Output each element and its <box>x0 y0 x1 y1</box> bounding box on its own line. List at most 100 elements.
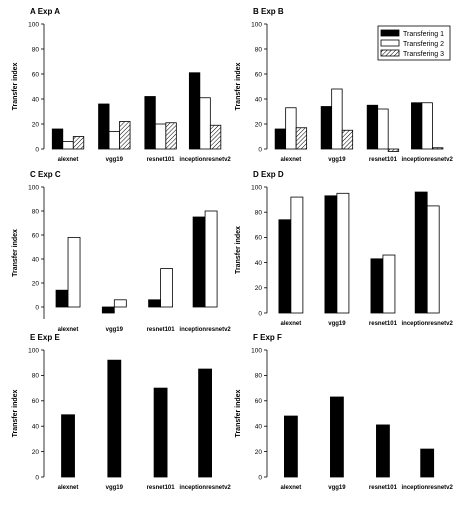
y-tick-label: 40 <box>255 96 263 103</box>
legend: Transfering 1 Transfering 2 Transfering 3 <box>377 25 451 61</box>
x-tick-label: inceptionresnetv2 <box>402 485 454 491</box>
bar-inceptionresnetv2-series-3 <box>209 124 222 150</box>
x-tick-label: alexnet <box>58 485 79 491</box>
legend-swatch <box>380 39 400 47</box>
bar-vgg19-series-2 <box>331 88 343 150</box>
x-tick-label: resnet101 <box>147 327 176 333</box>
bar-alexnet-series-3 <box>295 127 308 150</box>
x-tick-label: vgg19 <box>328 485 346 491</box>
y-tick-label: 80 <box>32 373 40 380</box>
y-tick-label: 40 <box>32 256 40 263</box>
bar-vgg19-series-2 <box>113 299 127 308</box>
x-tick-label: inceptionresnetv2 <box>402 321 454 327</box>
bar-resnet101-series-2 <box>154 123 167 150</box>
bar-inceptionresnetv2-series-1 <box>420 448 435 478</box>
y-axis-label: Transfer index <box>12 62 19 110</box>
bar-inceptionresnetv2-series-2 <box>199 97 211 150</box>
panel-title: A Exp A <box>30 7 60 16</box>
y-tick-label: 20 <box>32 121 40 128</box>
bar-resnet101-series-1 <box>144 96 156 150</box>
y-tick-label: 40 <box>255 260 263 267</box>
bar-resnet101-series-3 <box>387 148 400 152</box>
y-axis-label: Transfer index <box>235 389 242 437</box>
y-axis-label: Transfer index <box>12 389 19 437</box>
x-tick-label: resnet101 <box>147 157 176 163</box>
y-tick-label: 20 <box>255 121 263 128</box>
bar-resnet101-series-1 <box>366 104 379 150</box>
x-tick-label: alexnet <box>281 321 302 327</box>
x-tick-label: resnet101 <box>369 157 398 163</box>
panel-title: D Exp D <box>253 170 284 179</box>
y-tick-label: 100 <box>28 347 39 354</box>
x-tick-label: resnet101 <box>369 321 398 327</box>
bar-vgg19-series-1 <box>320 106 333 150</box>
panel-c: C Exp C 0 20 40 60 80 100 Transfer index alexnet… <box>12 170 231 333</box>
bar-inceptionresnetv2-series-3 <box>432 147 444 150</box>
bar-alexnet-series-1 <box>274 128 287 150</box>
bar-alexnet-series-1 <box>278 219 292 314</box>
y-tick-label: 0 <box>258 474 262 481</box>
y-tick-label: 60 <box>32 71 40 78</box>
bar-resnet101-series-2 <box>160 268 173 308</box>
bar-alexnet-series-1 <box>61 414 75 478</box>
legend-swatch <box>380 29 400 37</box>
x-tick-label: vgg19 <box>106 485 124 491</box>
panel-a: A Exp A 0 20 40 60 80 100 Transfer index alexnet… <box>12 7 231 163</box>
bar-vgg19-series-1 <box>107 359 122 478</box>
bar-vgg19-series-2 <box>108 131 120 150</box>
panel-f: F Exp F 0 20 40 60 80 100 Transfer index alexnet… <box>235 333 454 491</box>
bar-inceptionresnetv2-series-1 <box>414 191 428 314</box>
x-tick-label: vgg19 <box>106 157 124 163</box>
x-tick-label: inceptionresnetv2 <box>179 485 231 491</box>
bar-alexnet-series-2 <box>290 196 304 314</box>
panel-d: D Exp D 0 20 40 60 80 100 Transfer index alexnet… <box>235 170 454 327</box>
y-tick-label: 40 <box>32 424 40 431</box>
x-tick-label: resnet101 <box>369 485 398 491</box>
bar-inceptionresnetv2-series-2 <box>426 205 440 314</box>
bar-vgg19-series-2 <box>336 192 350 314</box>
y-tick-label: 60 <box>32 232 40 239</box>
y-tick-label: 100 <box>28 21 39 28</box>
x-tick-label: inceptionresnetv2 <box>179 157 231 163</box>
y-tick-label: 20 <box>255 449 263 456</box>
bar-alexnet-series-1 <box>55 289 69 308</box>
y-tick-label: 0 <box>35 304 39 311</box>
bar-vgg19-series-1 <box>101 306 115 314</box>
x-tick-label: inceptionresnetv2 <box>179 327 231 333</box>
x-tick-label: alexnet <box>281 485 302 491</box>
y-tick-label: 0 <box>258 146 262 153</box>
legend-label: Transfering 1 <box>403 31 444 38</box>
y-axis-label: Transfer index <box>235 226 242 274</box>
panel-b: B Exp B 0 20 40 60 80 100 Transfer index alexnet… <box>235 7 454 163</box>
x-tick-label: vgg19 <box>106 327 124 333</box>
bar-resnet101-series-1 <box>153 387 168 478</box>
y-tick-label: 80 <box>32 208 40 215</box>
y-tick-label: 0 <box>35 474 39 481</box>
bar-vgg19-series-1 <box>98 103 110 150</box>
legend-swatch <box>380 49 400 57</box>
y-tick-label: 40 <box>255 424 263 431</box>
y-tick-label: 80 <box>255 373 263 380</box>
bar-alexnet-series-3 <box>72 136 85 150</box>
bar-inceptionresnetv2-series-1 <box>198 368 212 478</box>
x-tick-label: vgg19 <box>328 157 346 163</box>
bar-alexnet-series-1 <box>51 128 64 150</box>
bar-inceptionresnetv2-series-2 <box>204 210 218 308</box>
panel-title: E Exp E <box>30 333 60 342</box>
panel-title: C Exp C <box>30 170 61 179</box>
bar-inceptionresnetv2-series-2 <box>421 102 433 150</box>
bar-alexnet-series-2 <box>62 141 74 150</box>
x-tick-label: alexnet <box>58 157 79 163</box>
y-tick-label: 100 <box>251 347 262 354</box>
x-tick-label: vgg19 <box>328 321 346 327</box>
y-tick-label: 60 <box>255 398 263 405</box>
y-tick-label: 60 <box>255 71 263 78</box>
y-tick-label: 80 <box>255 210 263 217</box>
x-tick-label: resnet101 <box>147 485 176 491</box>
y-tick-label: 80 <box>255 46 263 53</box>
panel-title: F Exp F <box>253 333 282 342</box>
y-tick-label: 20 <box>32 280 40 287</box>
y-tick-label: 100 <box>28 184 39 191</box>
bar-resnet101-series-1 <box>376 424 390 478</box>
y-tick-label: 0 <box>35 146 39 153</box>
